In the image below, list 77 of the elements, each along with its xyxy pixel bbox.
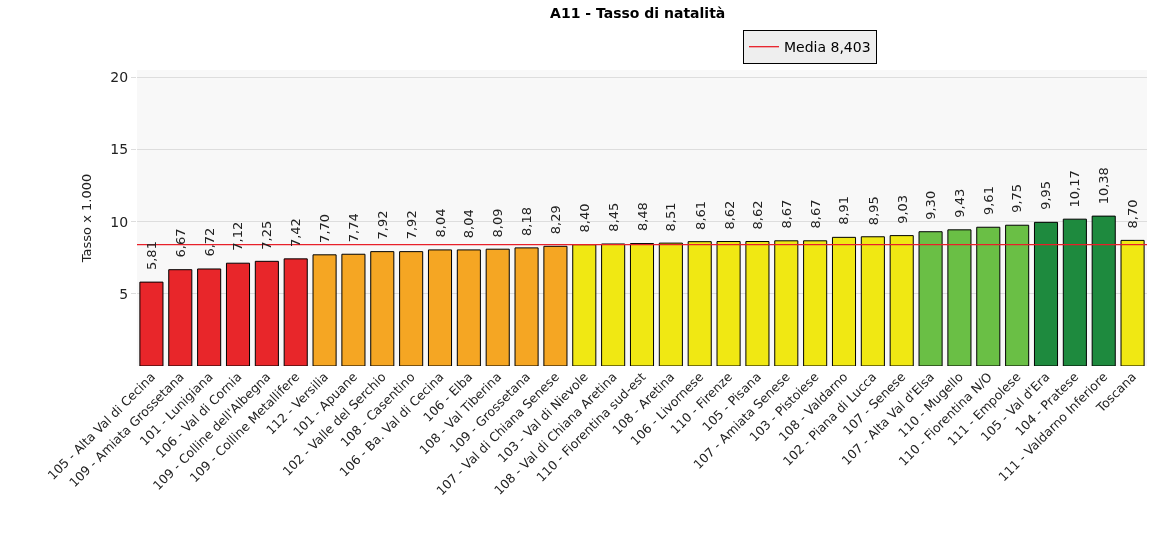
data-label: 8,67: [807, 199, 823, 229]
data-label: 8,09: [490, 208, 506, 238]
bar: [1120, 239, 1145, 366]
bar: [803, 240, 828, 366]
bar: [139, 281, 164, 366]
data-label: 6,72: [201, 227, 217, 257]
data-label: 7,92: [375, 210, 391, 240]
data-label: 8,18: [519, 207, 535, 236]
bar: [1033, 221, 1059, 366]
chart-title: A11 - Tasso di natalità: [550, 5, 726, 22]
data-label: 9,95: [1038, 180, 1054, 210]
bar: [860, 236, 885, 366]
legend-label: Media 8,403: [784, 39, 871, 56]
data-label: 10,17: [1067, 170, 1083, 208]
data-label: 8,95: [865, 196, 881, 226]
data-label: 9,43: [952, 188, 968, 218]
bar: [399, 251, 424, 366]
data-label: 7,92: [404, 210, 419, 240]
bar: [572, 244, 597, 366]
data-label: 7,74: [345, 213, 361, 243]
bar: [197, 268, 222, 366]
bar: [831, 236, 857, 366]
bar: [341, 253, 366, 366]
data-label: 10,38: [1096, 167, 1112, 205]
bar: [370, 251, 395, 366]
data-label: 8,51: [663, 202, 679, 232]
bar: [254, 260, 279, 366]
bar: [601, 243, 626, 366]
data-label: 7,12: [230, 221, 246, 251]
data-label: 6,67: [173, 228, 189, 258]
bar: [168, 269, 193, 366]
data-label: 8,04: [432, 208, 448, 238]
bar: [687, 241, 712, 366]
bar: [514, 247, 539, 366]
data-label: 9,30: [923, 190, 939, 220]
bar: [658, 242, 683, 366]
bar: [889, 235, 914, 366]
data-label: 9,03: [894, 194, 910, 224]
data-label: 9,75: [1009, 183, 1025, 213]
bar: [976, 226, 1001, 366]
bar: [225, 262, 251, 366]
bar: [1005, 224, 1030, 366]
bar: [947, 229, 972, 366]
y-tick-label: 10: [110, 213, 129, 230]
data-label: 7,70: [317, 213, 333, 243]
y-tick-label: 20: [110, 69, 129, 86]
data-label: 8,70: [1124, 199, 1140, 229]
data-label: 8,48: [634, 202, 650, 232]
bar: [312, 254, 337, 366]
bar: [543, 245, 568, 366]
data-label: 8,62: [721, 200, 737, 230]
bar: [745, 241, 770, 366]
y-tick-label: 15: [110, 141, 129, 158]
data-label: 5,81: [143, 241, 159, 271]
data-label: 7,25: [259, 220, 275, 250]
data-label: 8,91: [836, 195, 852, 225]
y-tick-label: 5: [119, 285, 129, 302]
bar: [456, 249, 481, 366]
bar: [427, 249, 453, 366]
bar: [283, 258, 308, 366]
bar: [918, 231, 943, 366]
data-label: 8,62: [750, 200, 766, 230]
bar: [629, 243, 655, 366]
data-label: 8,67: [778, 199, 794, 229]
bar: [485, 248, 510, 366]
data-label: 9,61: [980, 186, 996, 216]
bar: [1062, 218, 1087, 366]
y-axis-title: Tasso x 1.000: [79, 173, 95, 264]
bar: [716, 241, 741, 366]
data-label: 8,04: [461, 209, 477, 239]
bar: [774, 240, 799, 366]
data-label: 8,40: [577, 203, 593, 233]
data-label: 8,61: [692, 200, 708, 230]
data-label: 7,42: [288, 218, 304, 248]
data-label: 8,29: [547, 205, 563, 235]
bar: [1091, 215, 1116, 366]
data-label: 8,45: [605, 202, 621, 232]
